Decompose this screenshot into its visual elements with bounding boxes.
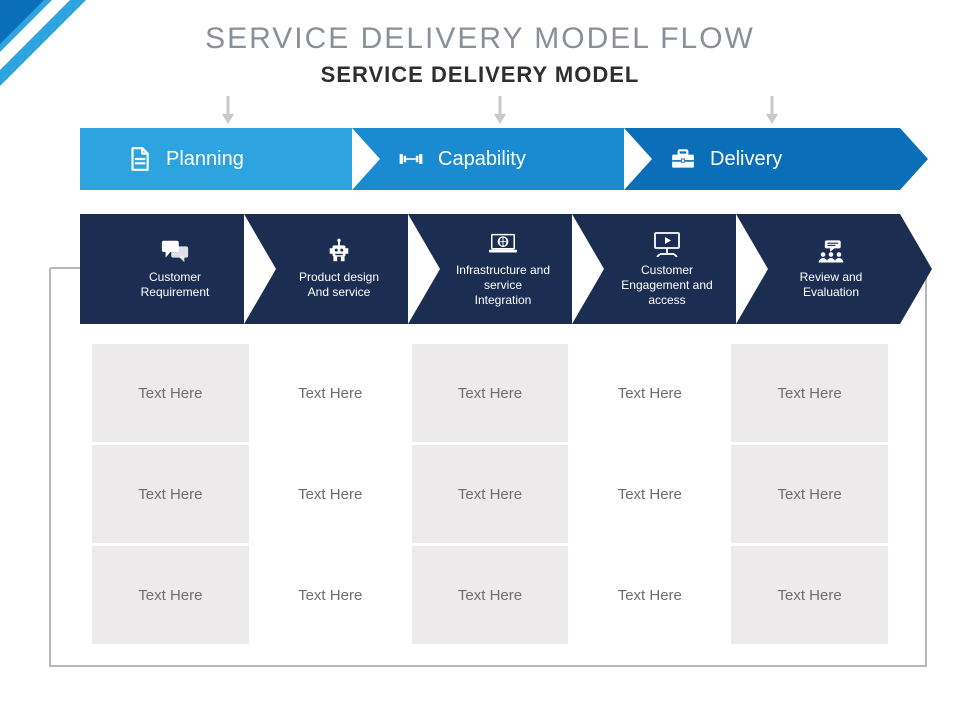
screen-icon (652, 231, 682, 257)
chat-icon (160, 238, 190, 264)
document-icon (126, 146, 152, 172)
table-cell: Text Here (731, 546, 888, 644)
table-cell: Text Here (92, 445, 249, 543)
down-arrow-icon (493, 94, 507, 126)
activity-step-3: Infrastructure and service Integration (408, 214, 572, 324)
table-cell: Text Here (252, 445, 409, 543)
team-chat-icon (816, 238, 846, 264)
phase-label: Planning (166, 148, 244, 171)
down-arrow-icon (765, 94, 779, 126)
table-cell: Text Here (731, 445, 888, 543)
table-cell: Text Here (571, 344, 728, 442)
table-cell: Text Here (571, 445, 728, 543)
activity-label: Product design And service (299, 270, 379, 300)
table-cell: Text Here (571, 546, 728, 644)
activity-label: Infrastructure and service Integration (456, 263, 550, 308)
phase-planning: Planning (80, 128, 352, 190)
table-cell: Text Here (92, 344, 249, 442)
page-title: SERVICE DELIVERY MODEL FLOW (0, 22, 960, 56)
globe-laptop-icon (488, 231, 518, 257)
activity-label: Customer Engagement and access (621, 263, 712, 308)
activity-step-1: Customer Requirement (80, 214, 244, 324)
activity-step-5: Review and Evaluation (736, 214, 900, 324)
activity-step-4: Customer Engagement and access (572, 214, 736, 324)
phase-label: Delivery (710, 148, 782, 171)
briefcase-icon (670, 146, 696, 172)
activity-row: Customer Requirement Product design And s… (80, 214, 900, 324)
phase-capability: Capability (352, 128, 624, 190)
table-cell: Text Here (412, 546, 569, 644)
table-cell: Text Here (731, 344, 888, 442)
activity-label: Customer Requirement (141, 270, 210, 300)
phase-delivery: Delivery (624, 128, 900, 190)
table-cell: Text Here (252, 546, 409, 644)
phase-row: Planning Capability Delivery (80, 128, 900, 190)
table-cell: Text Here (412, 445, 569, 543)
down-arrow-icon (221, 94, 235, 126)
table-cell: Text Here (412, 344, 569, 442)
activity-label: Review and Evaluation (800, 270, 863, 300)
phase-label: Capability (438, 148, 526, 171)
detail-table: Text HereText HereText HereText HereText… (92, 344, 888, 644)
activity-step-2: Product design And service (244, 214, 408, 324)
table-cell: Text Here (92, 546, 249, 644)
table-cell: Text Here (252, 344, 409, 442)
dumbbell-icon (398, 146, 424, 172)
page-subtitle: SERVICE DELIVERY MODEL (0, 62, 960, 88)
robot-icon (324, 238, 354, 264)
